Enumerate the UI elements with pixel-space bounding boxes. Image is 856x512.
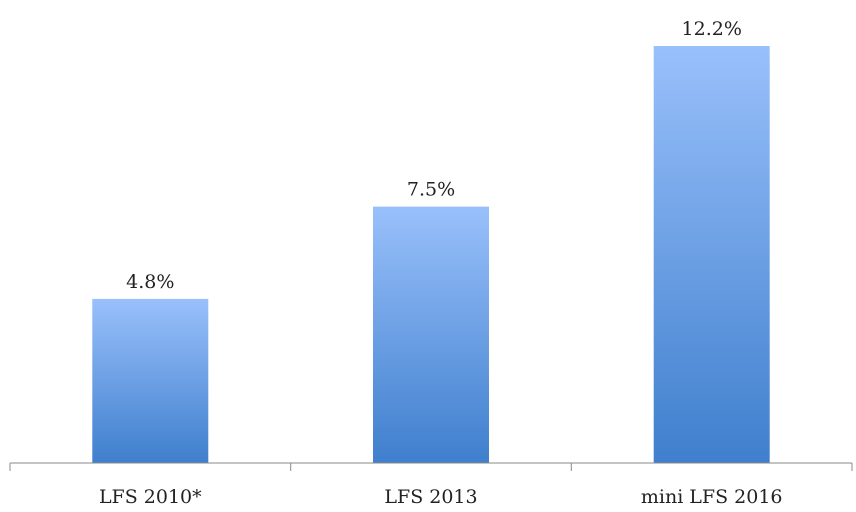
x-tick-label-1: LFS 2013 xyxy=(384,486,477,508)
x-axis-tick-labels: LFS 2010* LFS 2013 mini LFS 2016 xyxy=(99,486,783,508)
bar-series xyxy=(92,46,770,463)
data-label-0: 4.8% xyxy=(126,271,174,293)
x-tick-label-2: mini LFS 2016 xyxy=(641,486,783,508)
bar-0 xyxy=(92,298,209,463)
x-tick-label-0: LFS 2010* xyxy=(99,486,202,508)
bar-1 xyxy=(373,206,489,463)
bar-2 xyxy=(653,46,770,463)
data-label-group: 4.8% 7.5% 12.2% xyxy=(126,18,742,293)
data-label-1: 7.5% xyxy=(407,179,455,201)
data-label-2: 12.2% xyxy=(682,18,742,40)
x-axis-ticks xyxy=(9,463,853,471)
